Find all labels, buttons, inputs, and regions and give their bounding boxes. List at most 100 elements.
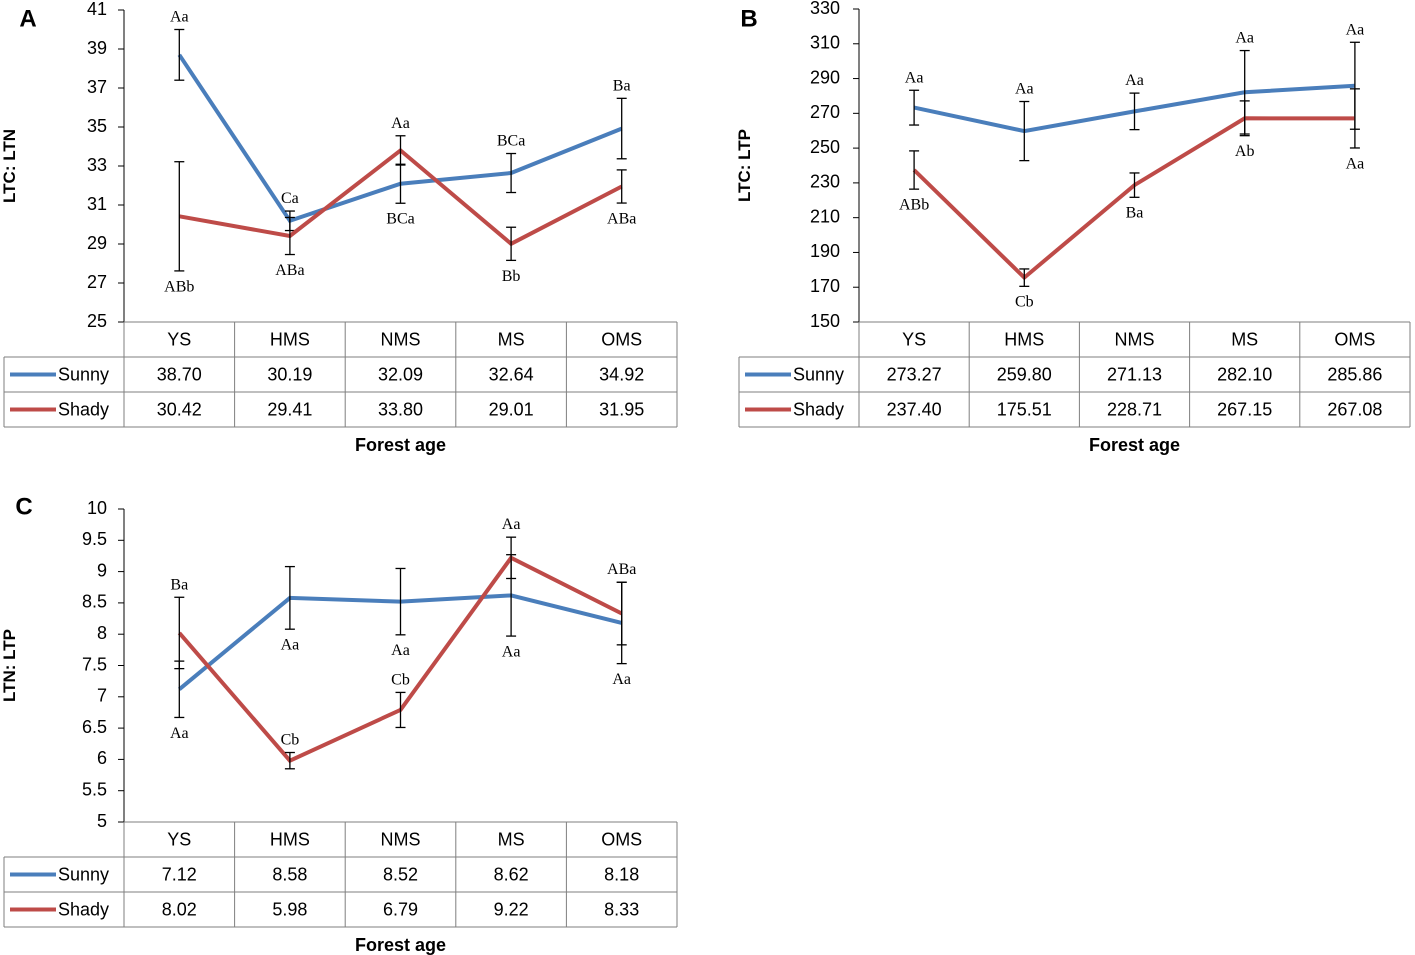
error-bar-sunny bbox=[284, 565, 295, 630]
significance-letter: Ba bbox=[613, 77, 631, 94]
error-bar-shady bbox=[616, 169, 627, 204]
significance-letter: Ba bbox=[170, 576, 188, 593]
error-bar-shady bbox=[174, 161, 185, 272]
significance-letter: Ba bbox=[1126, 205, 1144, 222]
x-axis-title: Forest age bbox=[355, 935, 446, 955]
legend-label-shady: Shady bbox=[793, 399, 844, 419]
y-tick-label: 5.5 bbox=[82, 779, 107, 799]
y-tick-label: 29 bbox=[87, 233, 107, 253]
y-axis-title: LTC: LTN bbox=[0, 129, 19, 203]
data-label: 31.95 bbox=[599, 399, 644, 419]
category-label: OMS bbox=[601, 829, 642, 849]
significance-letter: BCa bbox=[497, 133, 525, 150]
category-label: NMS bbox=[1115, 329, 1155, 349]
error-bar-sunny bbox=[174, 660, 185, 719]
significance-letter: Aa bbox=[170, 9, 189, 26]
data-label: 32.09 bbox=[378, 364, 423, 384]
significance-letter: Aa bbox=[391, 642, 410, 659]
y-tick-label: 7.5 bbox=[82, 654, 107, 674]
significance-letter: Aa bbox=[905, 69, 924, 86]
y-tick-label: 310 bbox=[810, 33, 840, 53]
data-label: 5.98 bbox=[272, 899, 307, 919]
category-label: YS bbox=[902, 329, 926, 349]
data-label: 7.12 bbox=[162, 864, 197, 884]
significance-letter: Aa bbox=[1235, 30, 1254, 47]
y-tick-label: 27 bbox=[87, 272, 107, 292]
category-label: YS bbox=[167, 329, 191, 349]
data-label: 8.18 bbox=[604, 864, 639, 884]
legend-label-sunny: Sunny bbox=[58, 364, 109, 384]
y-axis-title: LTN: LTP bbox=[0, 629, 19, 702]
chart-panel-c: C LTN: LTP 5 5.5 6 6.5 7 7.5 8 8.5 9 9.5 10 YS HMS NMS M… bbox=[0, 493, 678, 955]
y-tick-label: 10 bbox=[87, 498, 107, 518]
data-label: 33.80 bbox=[378, 399, 423, 419]
significance-letter: Aa bbox=[1346, 155, 1365, 172]
x-axis-title: Forest age bbox=[1089, 435, 1180, 455]
legend-label-sunny: Sunny bbox=[793, 364, 844, 384]
significance-letter: Aa bbox=[1346, 21, 1365, 38]
error-bar-sunny bbox=[174, 28, 185, 81]
error-bar-sunny bbox=[395, 567, 406, 636]
significance-letter: Aa bbox=[502, 516, 521, 533]
category-label: MS bbox=[1231, 329, 1258, 349]
y-tick-label: 6 bbox=[97, 748, 107, 768]
y-tick-label: 8.5 bbox=[82, 592, 107, 612]
data-label: 8.33 bbox=[604, 899, 639, 919]
y-tick-label: 170 bbox=[810, 276, 840, 296]
error-bar-shady bbox=[506, 226, 517, 262]
data-label: 32.64 bbox=[489, 364, 534, 384]
data-label: 259.80 bbox=[997, 364, 1052, 384]
y-tick-label: 31 bbox=[87, 194, 107, 214]
error-bar-sunny bbox=[1129, 92, 1140, 131]
data-label: 34.92 bbox=[599, 364, 644, 384]
panel-label: C bbox=[15, 493, 32, 520]
significance-letter: ABb bbox=[899, 197, 929, 214]
category-label: OMS bbox=[1334, 329, 1375, 349]
data-label: 29.01 bbox=[489, 399, 534, 419]
data-label: 9.22 bbox=[494, 899, 529, 919]
error-bar-shady bbox=[395, 135, 406, 166]
data-label: 38.70 bbox=[157, 364, 202, 384]
y-tick-label: 230 bbox=[810, 172, 840, 192]
error-bar-shady bbox=[909, 150, 920, 190]
y-tick-label: 7 bbox=[97, 686, 107, 706]
significance-letter: ABa bbox=[607, 561, 636, 578]
y-tick-label: 35 bbox=[87, 116, 107, 136]
y-tick-label: 37 bbox=[87, 77, 107, 97]
data-label: 6.79 bbox=[383, 899, 418, 919]
data-label: 228.71 bbox=[1107, 399, 1162, 419]
error-bar-shady bbox=[1019, 268, 1030, 287]
legend-label-shady: Shady bbox=[58, 899, 109, 919]
significance-letter: Ab bbox=[1235, 143, 1255, 160]
y-tick-label: 5 bbox=[97, 811, 107, 831]
error-bar-shady bbox=[616, 581, 627, 646]
data-label: 8.58 bbox=[272, 864, 307, 884]
y-tick-label: 330 bbox=[810, 0, 840, 18]
error-bar-shady bbox=[1349, 88, 1360, 149]
significance-letter: Aa bbox=[1015, 81, 1034, 98]
panel-label: B bbox=[740, 5, 757, 32]
chart-panel-b: B LTC: LTP 150 170 190 210 230 250 270 290 310 330 Y… bbox=[735, 0, 1411, 455]
category-label: HMS bbox=[270, 829, 310, 849]
y-tick-label: 33 bbox=[87, 155, 107, 175]
panel-label: A bbox=[19, 5, 36, 32]
y-tick-label: 270 bbox=[810, 102, 840, 122]
error-bar-shady bbox=[506, 536, 517, 580]
category-label: OMS bbox=[601, 329, 642, 349]
y-tick-label: 6.5 bbox=[82, 717, 107, 737]
significance-letter: Cb bbox=[1015, 294, 1034, 311]
error-bar-sunny bbox=[616, 97, 627, 160]
data-label: 8.62 bbox=[494, 864, 529, 884]
category-label: NMS bbox=[381, 329, 421, 349]
significance-letter: Aa bbox=[170, 725, 189, 742]
category-label: HMS bbox=[270, 329, 310, 349]
data-label: 267.08 bbox=[1327, 399, 1382, 419]
data-label: 267.15 bbox=[1217, 399, 1272, 419]
legend-label-sunny: Sunny bbox=[58, 864, 109, 884]
significance-letter: Bb bbox=[502, 268, 521, 285]
data-label: 29.41 bbox=[267, 399, 312, 419]
error-bar-shady bbox=[1129, 172, 1140, 198]
data-label: 271.13 bbox=[1107, 364, 1162, 384]
error-bar-sunny bbox=[506, 152, 517, 194]
data-label: 285.86 bbox=[1327, 364, 1382, 384]
